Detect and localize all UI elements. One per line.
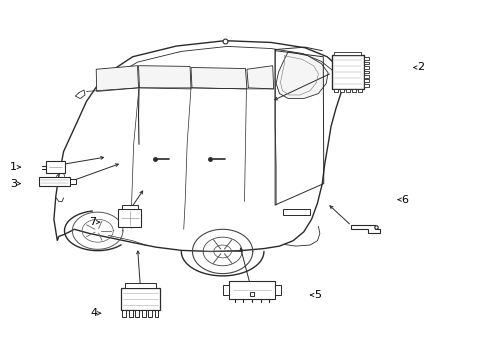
Polygon shape	[142, 310, 145, 317]
Polygon shape	[276, 51, 327, 99]
Polygon shape	[363, 71, 369, 73]
Polygon shape	[154, 310, 158, 317]
Polygon shape	[363, 62, 369, 64]
Text: 4: 4	[90, 308, 97, 318]
Polygon shape	[138, 66, 191, 89]
Polygon shape	[54, 41, 344, 251]
Polygon shape	[122, 205, 137, 209]
Polygon shape	[75, 90, 85, 99]
Polygon shape	[70, 179, 76, 184]
Polygon shape	[223, 285, 228, 295]
Polygon shape	[120, 288, 160, 310]
Polygon shape	[334, 52, 361, 55]
Polygon shape	[333, 89, 337, 93]
Text: 2: 2	[416, 63, 423, 72]
Text: 5: 5	[313, 290, 320, 300]
Polygon shape	[191, 67, 246, 89]
Polygon shape	[345, 89, 349, 93]
Polygon shape	[148, 310, 152, 317]
Polygon shape	[228, 282, 275, 298]
Polygon shape	[351, 225, 379, 233]
Polygon shape	[129, 310, 133, 317]
Polygon shape	[125, 283, 155, 288]
Polygon shape	[283, 209, 309, 215]
Polygon shape	[39, 177, 70, 186]
Polygon shape	[246, 66, 273, 89]
Polygon shape	[96, 66, 138, 91]
Polygon shape	[46, 161, 64, 173]
Polygon shape	[118, 209, 141, 227]
Text: 7: 7	[89, 217, 96, 227]
Text: 1: 1	[10, 162, 17, 172]
Polygon shape	[363, 66, 369, 69]
Polygon shape	[363, 57, 369, 60]
Polygon shape	[122, 310, 126, 317]
Polygon shape	[363, 84, 369, 87]
Text: 6: 6	[401, 195, 407, 204]
Polygon shape	[339, 89, 343, 93]
Text: 3: 3	[10, 179, 17, 189]
Polygon shape	[363, 80, 369, 82]
Polygon shape	[351, 89, 355, 93]
Polygon shape	[275, 285, 281, 295]
Polygon shape	[331, 55, 363, 89]
Polygon shape	[363, 75, 369, 78]
Polygon shape	[135, 310, 139, 317]
Polygon shape	[357, 89, 361, 93]
